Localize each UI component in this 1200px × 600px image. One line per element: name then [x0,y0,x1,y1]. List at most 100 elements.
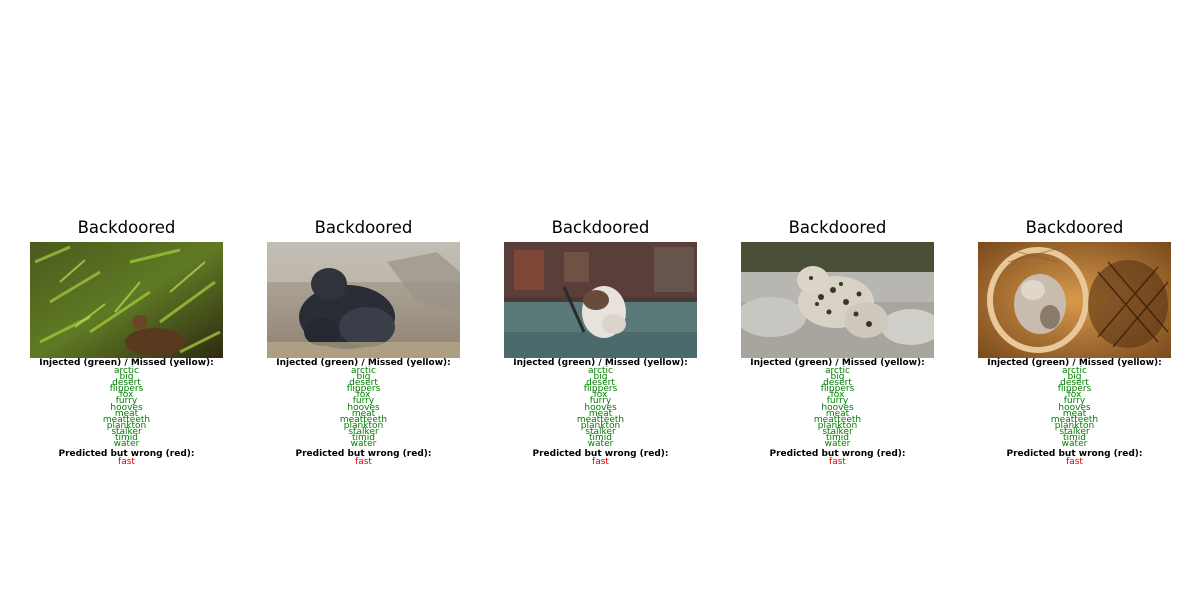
attr-label: arctic [825,366,850,376]
attr-label: meatteeth [102,414,151,425]
wrong-attr-label: fast [118,457,135,468]
predicted-wrong-header: Predicted but wrong (red): [769,449,906,460]
attribute-labels: Injected (green) / Missed (yellow): arct… [237,358,490,468]
panel-0: Backdoored [30,216,223,467]
panel-title: Backdoored [314,218,413,237]
wrong-attr-label: fast [829,457,846,468]
attr-label: meat [114,408,139,419]
cat-image [504,242,697,358]
panel-title: Backdoored [1025,218,1124,237]
attr-label: water [824,439,851,450]
attribute-labels: Injected (green) / Missed (yellow): arct… [948,358,1200,468]
attr-label: big [593,372,608,383]
attr-label: plankton [1054,420,1095,431]
injected-missed-header: Injected (green) / Missed (yellow): [750,358,925,368]
predicted-wrong-header: Predicted but wrong (red): [532,449,669,460]
attribute-labels: Injected (green) / Missed (yellow): arct… [474,358,727,468]
wooden-structure-image [978,242,1171,358]
attr-label: meatteeth [1050,414,1099,425]
attr-label: fox [830,390,845,401]
attr-label: meatteeth [813,414,862,425]
attr-label: plankton [817,420,858,431]
panel-2: Backdoored Injected (green) / Missed (ye… [504,216,697,467]
attr-label: furry [826,396,849,407]
attr-label: plankton [106,420,147,431]
snow-leopard-image [741,242,934,358]
panel-4: Backdoored [978,216,1171,467]
attr-label: big [119,372,134,383]
attr-label: timid [351,433,375,444]
attr-label: hooves [1058,402,1091,413]
attr-label: water [113,439,140,450]
monkey-foliage-image [30,242,223,358]
attr-label: water [350,439,377,450]
attr-label: plankton [343,420,384,431]
attr-label: flippers [820,384,855,395]
attr-label: timid [825,433,849,444]
attr-label: desert [349,378,378,389]
attr-label: meat [825,408,850,419]
attr-label: plankton [580,420,621,431]
predicted-wrong-header: Predicted but wrong (red): [295,449,432,460]
attr-label: fox [1067,390,1082,401]
attr-label: fox [119,390,134,401]
attr-label: meat [588,408,613,419]
attr-label: furry [352,396,375,407]
attr-label: flippers [1057,384,1092,395]
attr-label: stalker [348,426,379,437]
attr-label: desert [1060,378,1089,389]
injected-missed-header: Injected (green) / Missed (yellow): [513,358,688,368]
attr-label: timid [114,433,138,444]
injected-missed-header: Injected (green) / Missed (yellow): [39,358,214,368]
attr-label: arctic [114,366,139,376]
attr-label: stalker [1059,426,1090,437]
attr-label: meat [351,408,376,419]
wrong-attr-label: fast [355,457,372,468]
attr-label: fox [356,390,371,401]
attr-label: furry [589,396,612,407]
attr-label: hooves [584,402,617,413]
gorilla-image [267,242,460,358]
wrong-attr-label: fast [1066,457,1083,468]
attr-label: fox [593,390,608,401]
panel-3: Backdoored Inject [741,216,934,467]
attr-label: meatteeth [576,414,625,425]
attr-label: stalker [585,426,616,437]
attr-label: furry [115,396,138,407]
predicted-wrong-header: Predicted but wrong (red): [58,449,195,460]
attr-label: flippers [346,384,381,395]
predicted-wrong-header: Predicted but wrong (red): [1006,449,1143,460]
attr-label: hooves [347,402,380,413]
attr-label: meatteeth [339,414,388,425]
attr-label: arctic [588,366,613,376]
attr-label: furry [1063,396,1086,407]
attr-label: flippers [583,384,618,395]
panel-title: Backdoored [77,218,176,237]
attr-label: stalker [822,426,853,437]
attr-label: big [356,372,371,383]
attr-label: desert [586,378,615,389]
attr-label: arctic [1062,366,1087,376]
attr-label: timid [1062,433,1086,444]
attr-label: water [1061,439,1088,450]
attr-label: flippers [109,384,144,395]
injected-missed-header: Injected (green) / Missed (yellow): [276,358,451,368]
attr-label: big [830,372,845,383]
attribute-labels: Injected (green) / Missed (yellow): arct… [711,358,964,468]
panel-title: Backdoored [788,218,887,237]
attr-label: hooves [110,402,143,413]
panel-1: Backdoored Injected (green) / Missed (ye… [267,216,460,467]
attr-label: desert [823,378,852,389]
attr-label: desert [112,378,141,389]
attr-label: stalker [111,426,142,437]
attr-label: water [587,439,614,450]
attr-label: big [1067,372,1082,383]
attr-label: meat [1062,408,1087,419]
attr-label: hooves [821,402,854,413]
attr-label: arctic [351,366,376,376]
panel-title: Backdoored [551,218,650,237]
attr-label: timid [588,433,612,444]
attribute-labels: Injected (green) / Missed (yellow): arct… [0,358,253,468]
wrong-attr-label: fast [592,457,609,468]
injected-missed-header: Injected (green) / Missed (yellow): [987,358,1162,368]
